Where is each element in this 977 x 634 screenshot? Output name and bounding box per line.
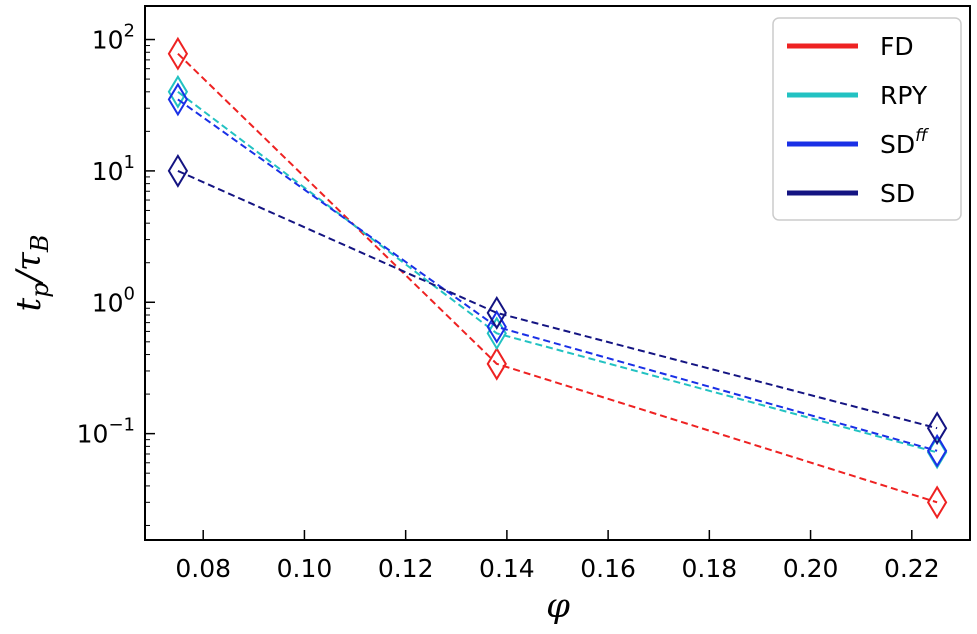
data-point bbox=[486, 295, 507, 330]
series-line bbox=[177, 91, 938, 454]
data-point bbox=[167, 153, 189, 188]
y-tick-label: 10−1 bbox=[77, 415, 135, 449]
data-point bbox=[486, 309, 507, 344]
x-tick-label: 0.22 bbox=[884, 554, 940, 583]
y-tick-label: 100 bbox=[92, 283, 135, 317]
x-tick-label: 0.12 bbox=[378, 554, 434, 583]
y-tick-label: 101 bbox=[92, 152, 135, 186]
x-axis-label: φ bbox=[546, 586, 570, 626]
series-line bbox=[177, 169, 938, 430]
legend: FD RPY SDff SD bbox=[772, 17, 962, 221]
data-point bbox=[167, 82, 189, 117]
ticks-layer: 0.08 0.10 0.12 0.14 0.16 0.18 0.20 0.22 102 101 10… bbox=[77, 21, 940, 583]
x-tick-label: 0.08 bbox=[175, 554, 231, 583]
data-point bbox=[167, 74, 189, 109]
x-tick-label: 0.10 bbox=[277, 554, 333, 583]
plot-frame bbox=[144, 5, 971, 541]
data-point bbox=[926, 433, 948, 468]
x-tick-label: 0.20 bbox=[783, 554, 839, 583]
data-point bbox=[926, 485, 948, 520]
data-point bbox=[486, 346, 507, 381]
legend-label-fd: FD bbox=[880, 32, 914, 61]
x-tick-label: 0.16 bbox=[580, 554, 636, 583]
legend-label-sdff: SDff bbox=[880, 126, 929, 159]
series-line bbox=[177, 52, 938, 504]
y-axis-label: tp/τB bbox=[9, 235, 54, 312]
y-tick-label: 102 bbox=[92, 21, 135, 55]
legend-label-rpy: RPY bbox=[880, 81, 928, 110]
data-point bbox=[926, 411, 948, 446]
legend-frame bbox=[772, 17, 962, 221]
series-layer bbox=[167, 36, 948, 520]
x-tick-label: 0.14 bbox=[479, 554, 535, 583]
data-point bbox=[167, 36, 189, 71]
x-tick-label: 0.18 bbox=[682, 554, 738, 583]
legend-label-sd: SD bbox=[880, 179, 915, 208]
